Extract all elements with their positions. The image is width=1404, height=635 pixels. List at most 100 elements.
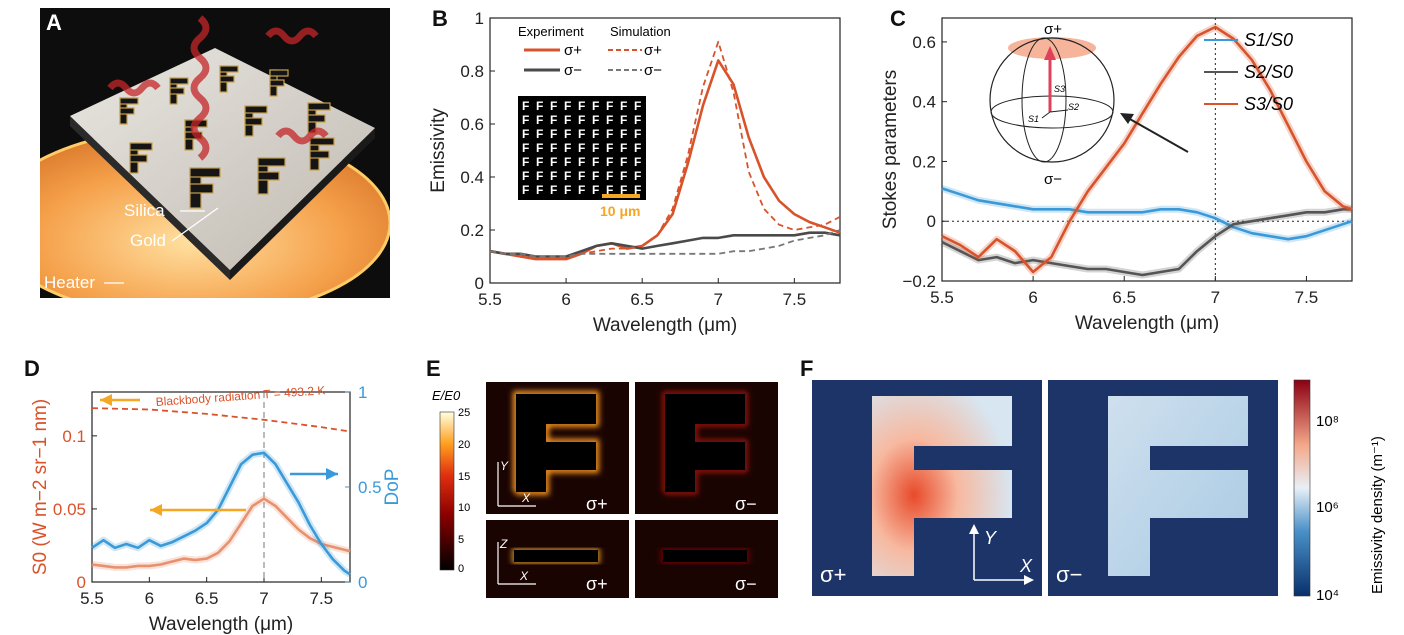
gold-f-array (119, 65, 335, 209)
series-line-σ− (489, 231, 841, 258)
e-top-left-pol: σ+ (586, 494, 608, 514)
chart-c-legend: S1/S0 S2/S0 S3/S0 (1204, 30, 1293, 114)
x-axis-label: Wavelength (μm) (1075, 313, 1219, 334)
x-tick-label: 7 (714, 290, 723, 309)
y-axis-label: Stokes parameters (882, 70, 901, 229)
f-tick-1e6: 10⁶ (1316, 499, 1339, 516)
legend-header-experiment: Experiment (518, 24, 584, 39)
y-right-tick-label: 1 (358, 383, 367, 402)
inset-f-glyph: F (536, 169, 543, 183)
panel-c-label: C (890, 6, 906, 31)
panel-d-label: D (24, 356, 40, 381)
f-map-right: σ− (1048, 380, 1278, 596)
inset-f-glyph: F (606, 169, 613, 183)
series-line-S3/S0 (941, 25, 1353, 274)
inset-f-glyph: F (550, 183, 557, 197)
e-tick-25: 25 (458, 407, 470, 419)
series-line-DoP (91, 451, 351, 576)
legend-label-sim-minus: σ− (644, 62, 662, 79)
inset-f-glyph: F (606, 183, 613, 197)
inset-f-glyph: F (536, 99, 543, 113)
gold-leader (171, 207, 219, 242)
chart-b-inset: F F F F F F F F FF F F F F F F F FF F F F F F F F FF F F F F F F F FF F F F… (518, 96, 646, 200)
inset-f-glyph: F (592, 169, 599, 183)
sphere-meridian (1021, 37, 1067, 163)
inset-scale-label: 10 μm (600, 203, 640, 219)
inset-f-glyph: F (578, 113, 585, 127)
y-tick-label: 0.6 (460, 115, 484, 134)
inset-f-glyph: F (620, 141, 627, 155)
legend-label-s3: S3/S0 (1244, 94, 1293, 114)
inset-f-glyph: F (592, 99, 599, 113)
series-line-S0 (91, 497, 351, 569)
inset-f-glyph: F (522, 113, 529, 127)
inset-f-glyph: F (592, 113, 599, 127)
f-tick-1e8: 10⁸ (1316, 413, 1339, 430)
series-line-S2/S0 (941, 208, 1352, 277)
inset-f-glyph: F (536, 183, 543, 197)
substrate-side-right (230, 128, 375, 280)
e-map-top-left: σ+ Y X (486, 382, 629, 514)
y-tick-label: 0.1 (62, 427, 86, 446)
inset-f-glyph: F (592, 141, 599, 155)
inset-f-glyph: F (592, 127, 599, 141)
y-tick-label: 0 (475, 274, 484, 293)
inset-f-glyph: F (536, 141, 543, 155)
y-right-tick-label: 0.5 (358, 478, 382, 497)
sphere-top-label: σ+ (1044, 21, 1062, 38)
y-tick-label: 1 (475, 9, 484, 28)
legend-label-s2: S2/S0 (1244, 62, 1293, 82)
inset-f-glyph: F (578, 169, 585, 183)
chart-b-legend: Experiment Simulation σ+ σ+ σ− σ− (518, 24, 671, 79)
inset-f-glyph: F (578, 99, 585, 113)
y-tick-label: 0.6 (912, 33, 936, 52)
x-tick-label: 5.5 (930, 288, 954, 307)
inset-f-glyph: F (564, 169, 571, 183)
substrate-side-front (70, 116, 230, 280)
inset-f-glyph: F (620, 127, 627, 141)
inset-f-glyph: F (564, 99, 571, 113)
e-map-top-right: σ− (635, 382, 778, 514)
x-tick-label: 7.5 (310, 589, 334, 608)
e-tick-20: 20 (458, 439, 470, 451)
inset-f-glyph: F (634, 183, 641, 197)
inset-f-glyph: F (606, 99, 613, 113)
x-tick-label: 7.5 (1295, 288, 1319, 307)
s1-axis-arrow (1041, 111, 1051, 119)
plot-frame (489, 17, 841, 284)
e-bottom-left-axis-x: X (519, 569, 529, 583)
inset-f-glyph: F (606, 113, 613, 127)
e-colorbar-title: E/E0 (432, 388, 461, 403)
legend-label-exp-plus: σ+ (564, 42, 582, 59)
inset-f-glyph: F (522, 155, 529, 169)
inset-f-glyph: F (550, 141, 557, 155)
silica-plate (70, 48, 375, 270)
e-colorbar-ticks: 25 20 15 10 5 0 (458, 407, 470, 575)
inset-f-glyph: F (634, 113, 641, 127)
x-tick-label: 7.5 (783, 290, 807, 309)
panel-a-label: A (46, 10, 62, 35)
x-tick-label: 6.5 (1112, 288, 1136, 307)
panel-e-fieldmaps: E E/E0 25 20 15 10 5 0 σ+ Y X σ− σ+ (426, 356, 778, 598)
series-line-S1/S0 (941, 187, 1353, 241)
inset-f-glyph: F (578, 155, 585, 169)
inset-f-glyph: F (550, 113, 557, 127)
inset-f-glyph: F (634, 155, 641, 169)
x-tick-label: 6 (145, 589, 154, 608)
inset-f-glyph: F (620, 169, 627, 183)
inset-background (518, 96, 646, 200)
sphere-outline (989, 37, 1115, 163)
sphere-bottom-label: σ− (1044, 171, 1062, 188)
x-tick-label: 6.5 (195, 589, 219, 608)
inset-f-glyph: F (522, 99, 529, 113)
f-right-pol: σ− (1056, 562, 1082, 587)
inset-f-glyph: F (536, 113, 543, 127)
inset-f-glyph: F (578, 141, 585, 155)
x-axis-label: Wavelength (μm) (593, 315, 737, 336)
arrow-s0-head (150, 504, 162, 516)
inset-f-glyph: F (578, 127, 585, 141)
e-map-bottom-left: σ+ Z X (486, 520, 629, 598)
panel-f-maps: F σ+ Y X σ− 10⁸ 10⁶ 10⁴ Emissivity densi… (800, 356, 1386, 604)
y-right-axis-label: DoP (382, 469, 403, 506)
y-right-tick-label: 0 (358, 573, 367, 592)
